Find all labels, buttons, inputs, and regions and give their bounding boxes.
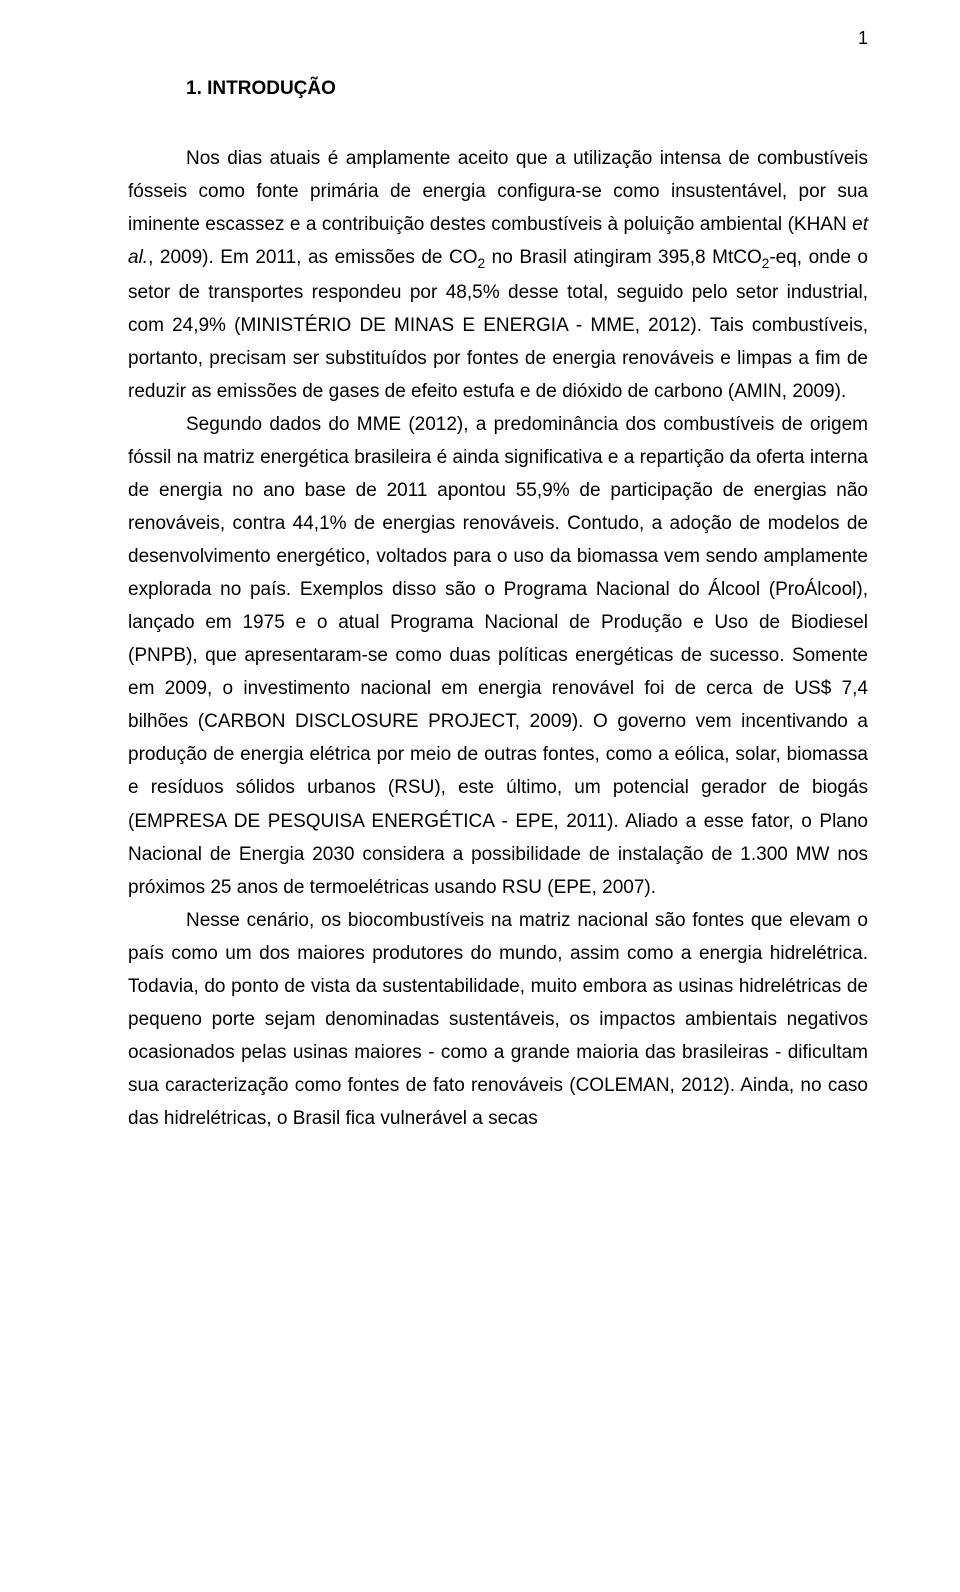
section-heading: 1. INTRODUÇÃO (128, 78, 868, 100)
paragraph-3: Nesse cenário, os biocombustíveis na mat… (128, 904, 868, 1135)
p1-text-d: no Brasil atingiram 395,8 MtCO (485, 247, 762, 268)
p1-text-c: , 2009). Em 2011, as emissões de CO (148, 247, 477, 268)
paragraph-1: Nos dias atuais é amplamente aceito que … (128, 142, 868, 408)
p1-text-e: -eq, onde o setor de transportes respond… (128, 247, 868, 402)
document-page: 1 1. INTRODUÇÃO Nos dias atuais é amplam… (0, 0, 960, 1592)
p1-sub-a: 2 (478, 256, 486, 271)
page-number: 1 (858, 28, 868, 49)
p1-text-a: Nos dias atuais é amplamente aceito que … (128, 148, 868, 235)
paragraph-2: Segundo dados do MME (2012), a predominâ… (128, 408, 868, 904)
